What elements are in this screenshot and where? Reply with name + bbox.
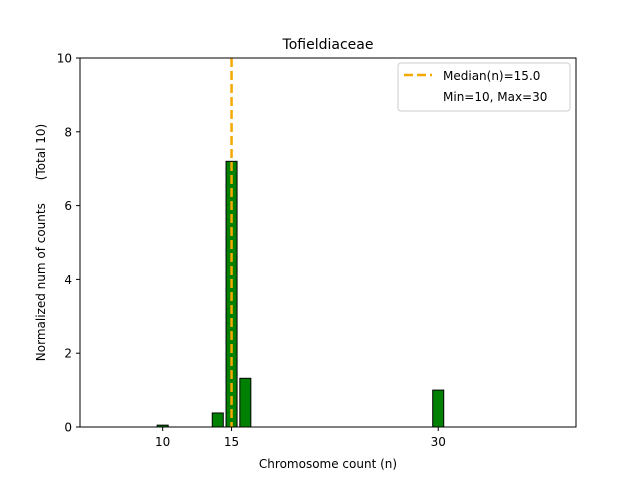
x-tick-label: 15 (224, 435, 239, 449)
y-axis-ticks: 0 2 4 6 8 10 (57, 52, 80, 435)
x-axis-ticks: 10 15 30 (155, 427, 446, 449)
y-tick-label: 8 (64, 125, 72, 139)
bar-30 (432, 389, 445, 428)
legend-entry-median: Median(n)=15.0 (443, 69, 540, 83)
plot-frame (79, 57, 577, 428)
x-axis-label: Chromosome count (n) (259, 457, 397, 471)
chart-title: Tofieldiaceae (282, 37, 374, 53)
y-tick-label: 10 (57, 52, 72, 66)
bar-14 (211, 412, 224, 428)
y-tick-label: 6 (64, 199, 72, 213)
y-tick-label: 4 (64, 273, 72, 287)
bars (156, 160, 445, 428)
legend-entry-range: Min=10, Max=30 (443, 90, 547, 104)
legend: Median(n)=15.0 Min=10, Max=30 (397, 62, 571, 112)
bar-16 (239, 377, 252, 428)
legend-box (397, 62, 571, 112)
x-tick-label: 30 (431, 435, 446, 449)
y-tick-label: 2 (64, 347, 72, 361)
y-axis-label: Normalized num of counts (Total 10) (34, 124, 48, 361)
x-tick-label: 10 (155, 435, 170, 449)
y-tick-label: 0 (64, 421, 72, 435)
